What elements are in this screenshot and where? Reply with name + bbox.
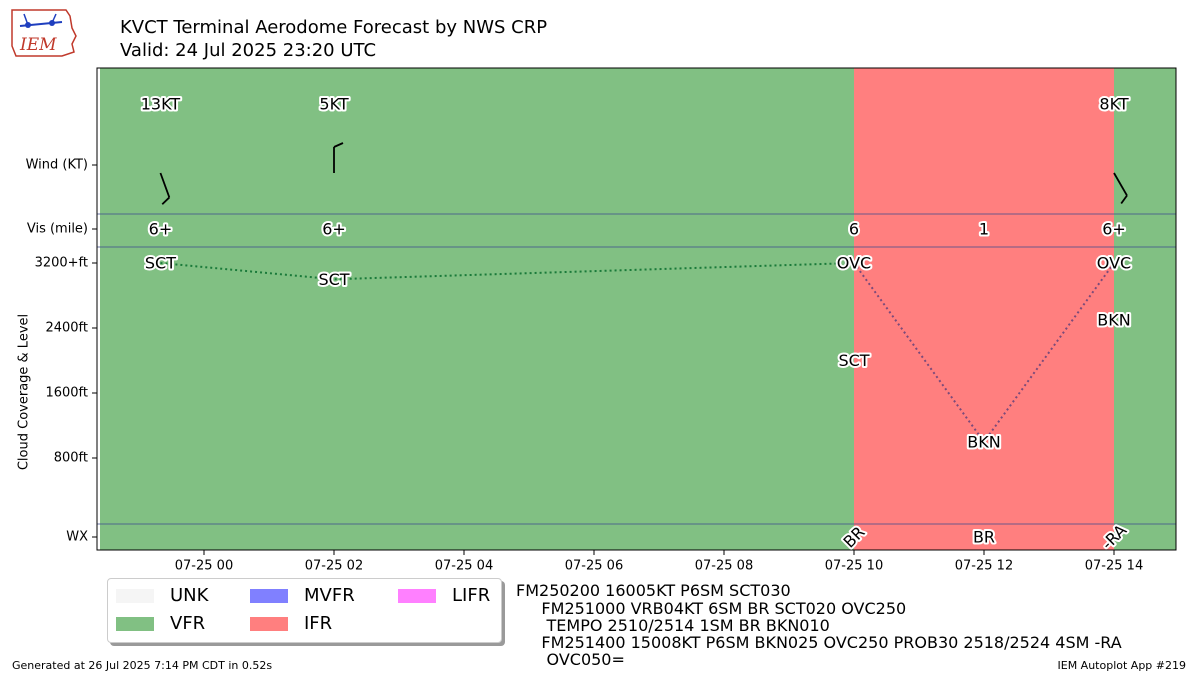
legend-swatch-vfr	[116, 617, 154, 631]
x-tick-label: 07-25 08	[695, 559, 753, 574]
taf-text-line: FM251000 VRB04KT 6SM BR SCT020 OVC250	[516, 599, 907, 618]
wind-barb-flag	[333, 142, 344, 148]
x-tick-label: 07-25 10	[825, 559, 883, 574]
x-tick-label: 07-25 14	[1085, 559, 1143, 574]
legend-swatch-ifr	[250, 617, 288, 631]
cloud-label: SCT	[318, 270, 349, 289]
legend-item-ifr: IFR	[250, 613, 332, 635]
taf-text-line: OVC050=	[516, 650, 625, 669]
legend-item-mvfr: MVFR	[250, 585, 355, 607]
legend-swatch-lifr	[398, 589, 436, 603]
legend-label-unk: UNK	[170, 585, 209, 606]
chart-subtitle: Valid: 24 Jul 2025 23:20 UTC	[120, 40, 377, 61]
y-tick-label: WX	[66, 530, 88, 545]
x-tick-label: 07-25 06	[565, 559, 623, 574]
y-tick-label: 3200+ft	[35, 256, 88, 271]
taf-text-line: FM250200 16005KT P6SM SCT030	[516, 581, 791, 600]
y-tick-label: Vis (mile)	[27, 222, 88, 237]
visibility-label: 1	[979, 220, 989, 239]
chart-title: KVCT Terminal Aerodome Forecast by NWS C…	[120, 17, 548, 38]
wind-barb-shaft	[159, 172, 171, 198]
legend-label-vfr: VFR	[170, 613, 206, 634]
wind-speed-label: 5KT	[319, 95, 348, 114]
visibility-label: 6	[849, 220, 859, 239]
weather-label: BR	[973, 528, 995, 547]
taf-text-line: TEMPO 2510/2514 1SM BR BKN010	[516, 616, 830, 635]
visibility-label: 6+	[149, 220, 173, 239]
legend: UNK MVFR LIFR VFR IFR	[107, 578, 502, 643]
legend-item-lifr: LIFR	[398, 585, 490, 607]
legend-item-vfr: VFR	[116, 613, 205, 635]
cloud-label: BKN	[967, 432, 1000, 451]
x-tick-label: 07-25 00	[175, 559, 233, 574]
cloud-label: SCT	[145, 254, 176, 273]
wind-barb	[1113, 172, 1128, 205]
cloud-label: SCT	[838, 351, 869, 370]
y-tick-label: Wind (KT)	[26, 158, 88, 173]
band-vfr	[1114, 68, 1176, 550]
wind-barb	[159, 172, 171, 205]
y-tick-label: 800ft	[54, 451, 88, 466]
footer-generated: Generated at 26 Jul 2025 7:14 PM CDT in …	[12, 659, 273, 672]
legend-swatch-mvfr	[250, 589, 288, 603]
y-tick-label: 1600ft	[45, 386, 88, 401]
cloud-line	[160, 262, 855, 281]
cloud-label: OVC	[837, 254, 871, 273]
legend-label-lifr: LIFR	[452, 585, 491, 606]
y-axis-label: Cloud Coverage & Level	[17, 314, 32, 470]
legend-label-mvfr: MVFR	[304, 585, 355, 606]
footer-app: IEM Autoplot App #219	[1057, 659, 1187, 672]
y-tick-label: 2400ft	[45, 321, 88, 336]
legend-swatch-unk	[116, 589, 154, 603]
wind-barb	[333, 142, 344, 173]
wind-speed-label: 8KT	[1099, 95, 1128, 114]
visibility-label: 6+	[1102, 220, 1126, 239]
wind-speed-label: 13KT	[141, 95, 181, 114]
wind-barb-flag	[161, 196, 170, 205]
wind-barb-shaft	[1113, 172, 1128, 196]
cloud-line	[853, 262, 1115, 444]
wind-barb-flag	[1120, 194, 1128, 205]
x-tick-label: 07-25 12	[955, 559, 1013, 574]
cloud-label: OVC	[1097, 254, 1131, 273]
visibility-label: 6+	[322, 220, 346, 239]
cloud-label: BKN	[1097, 310, 1130, 329]
iem-logo: IEM	[11, 9, 77, 57]
x-tick-label: 07-25 02	[305, 559, 363, 574]
band-vfr	[100, 68, 854, 550]
band-ifr	[854, 68, 1114, 550]
plot-frame	[96, 67, 1177, 551]
logo-text: IEM	[19, 35, 57, 55]
legend-item-unk: UNK	[116, 585, 208, 607]
taf-text-line: FM251400 15008KT P6SM BKN025 OVC250 PROB…	[516, 633, 1122, 652]
x-tick-label: 07-25 04	[435, 559, 493, 574]
legend-label-ifr: IFR	[304, 613, 333, 634]
